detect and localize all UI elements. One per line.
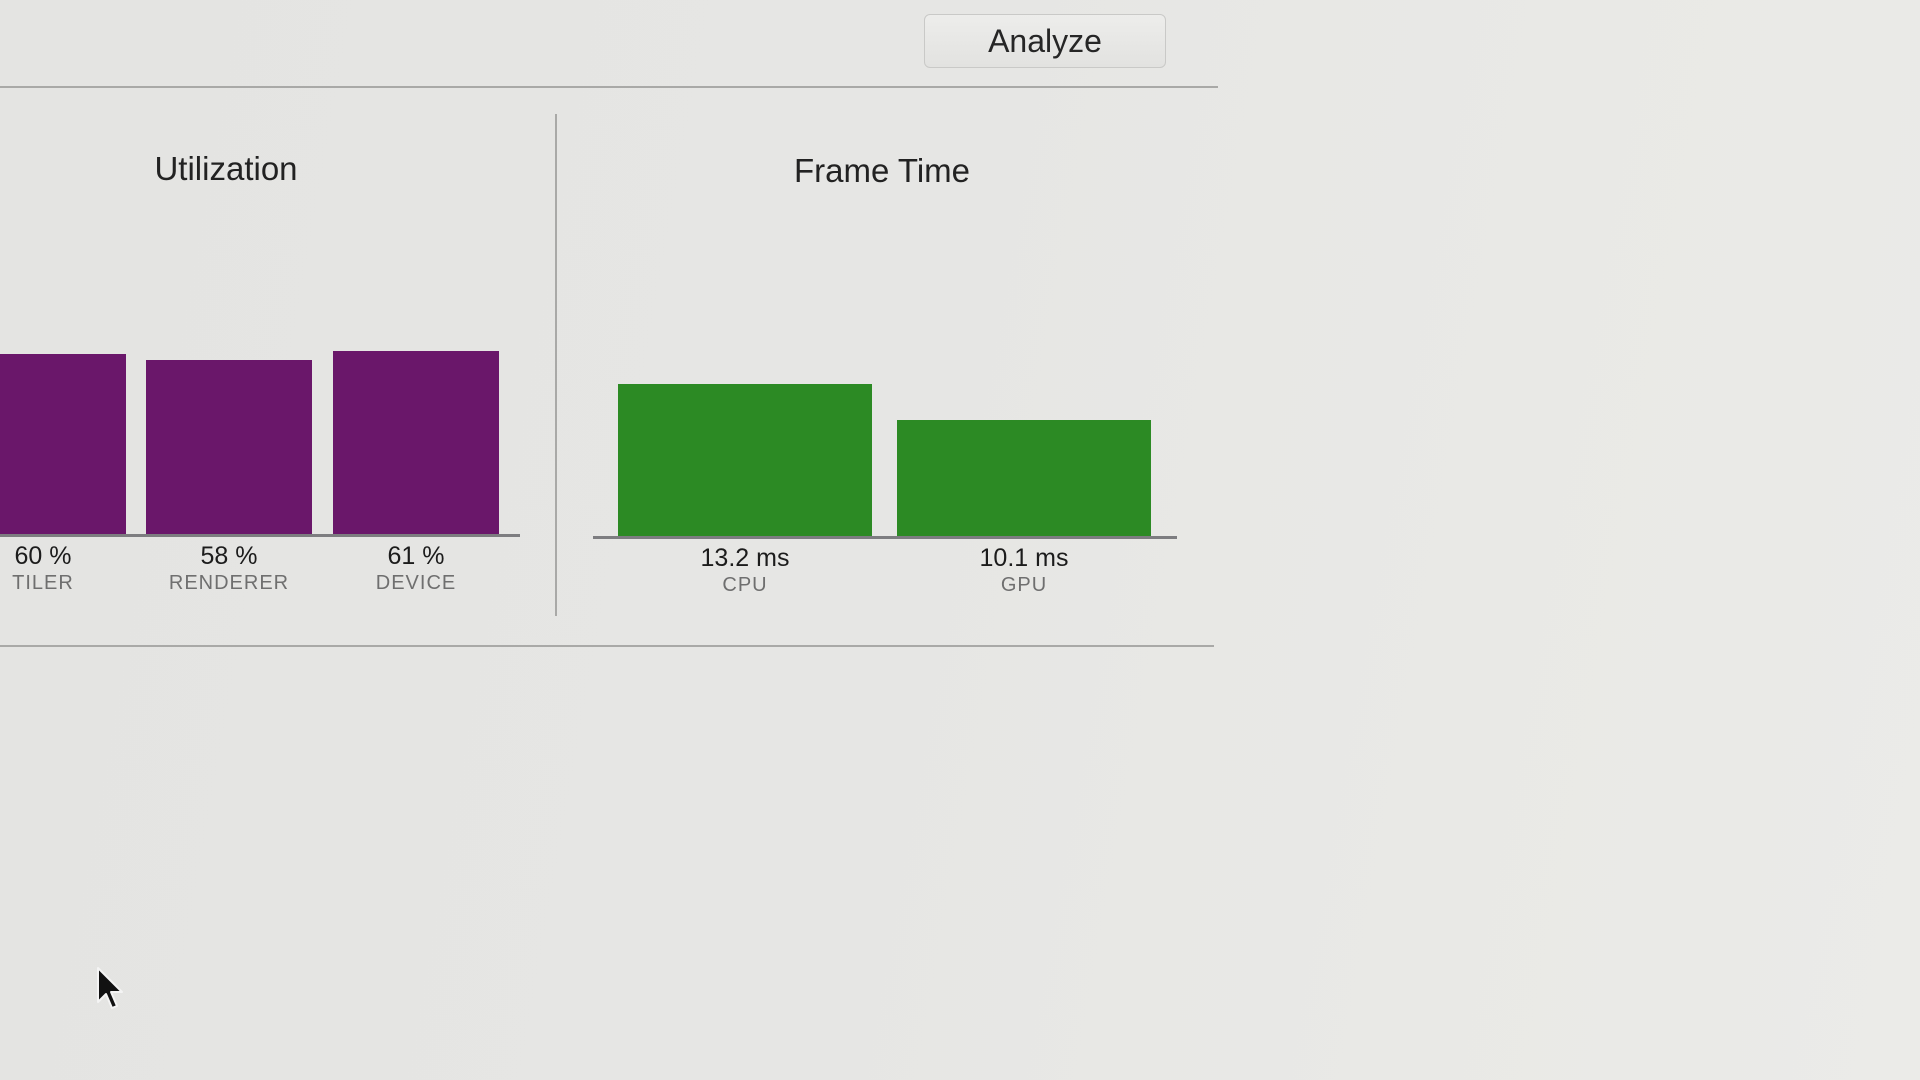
util-value-label-device: 61 %: [387, 542, 445, 570]
top-divider: [0, 86, 1218, 88]
util-category-label-tiler: TILER: [12, 572, 74, 594]
util-bar-device: [333, 351, 499, 534]
frame-category-label-cpu: CPU: [722, 574, 768, 596]
util-value-label-tiler: 60 %: [14, 542, 72, 570]
util-category-label-renderer: RENDERER: [168, 572, 290, 594]
panel-divider: [555, 114, 557, 616]
analyze-button[interactable]: Analyze: [924, 14, 1166, 68]
utilization-title: Utilization: [154, 150, 298, 187]
bottom-divider: [0, 645, 1214, 647]
frame-value-label-gpu: 10.1 ms: [979, 544, 1069, 572]
arrow-cursor-icon: [97, 967, 123, 1009]
frame-time-title: Frame Time: [793, 152, 971, 189]
util-value-label-renderer: 58 %: [200, 542, 258, 570]
frame-baseline: [593, 536, 1177, 539]
util-baseline: [0, 534, 520, 537]
frame-bar-gpu: [897, 420, 1151, 536]
util-category-label-device: DEVICE: [375, 572, 457, 594]
frame-category-label-gpu: GPU: [1000, 574, 1048, 596]
frame-value-label-cpu: 13.2 ms: [700, 544, 790, 572]
frame-bar-cpu: [618, 384, 872, 536]
util-bar-tiler: [0, 354, 126, 534]
util-bar-renderer: [146, 360, 312, 534]
